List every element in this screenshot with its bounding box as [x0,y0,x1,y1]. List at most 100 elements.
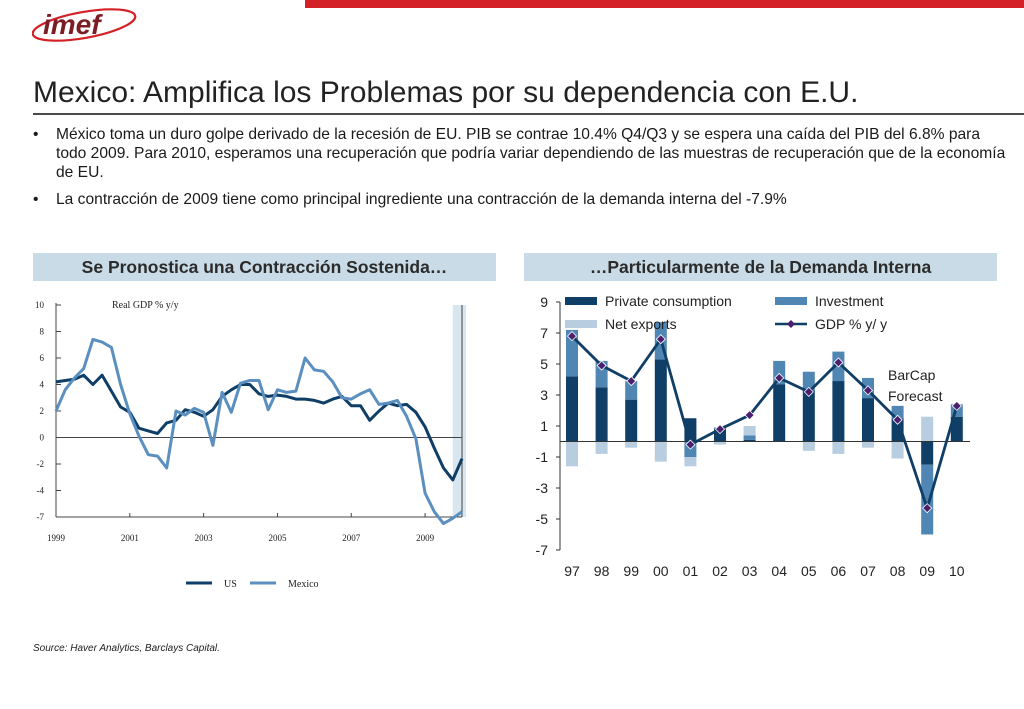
x-tick-label: 09 [919,563,935,579]
gdp-marker [714,424,726,435]
bar-segment [802,441,815,451]
x-tick-label: 07 [860,563,876,579]
x-tick-label: 00 [653,563,669,579]
bar-segment [832,441,845,454]
bar-segment [595,387,608,442]
gdp-marker [626,375,637,387]
bar-segment [566,376,578,442]
bar-segment [625,399,638,442]
imef-logo: imef [32,8,137,42]
y-tick-label: -2 [37,459,45,469]
bar-segment [743,439,756,442]
slide-title: Mexico: Amplifica los Problemas por su d… [33,76,859,109]
bullet-list: México toma un duro golpe derivado de la… [33,125,1008,217]
source-note: Source: Haver Analytics, Barclays Capita… [33,643,220,654]
bar-segment [802,371,815,391]
y-tick-label: 10 [35,300,45,310]
gdp-marker [774,372,785,384]
legend-label: Investment [815,293,884,309]
legend-label: Mexico [288,579,319,590]
gdp-marker [566,331,578,342]
left-panel-header: Se Pronostica una Contracción Sostenida… [33,253,496,281]
y-tick-label: -4 [37,486,45,496]
legend-label: US [224,579,237,590]
bar-segment [832,381,845,442]
y-tick-label: -7 [37,512,45,522]
y-tick-label: -1 [536,449,549,465]
gdp-marker [685,439,696,450]
gdp-line [571,335,959,510]
bar-segment [862,398,874,442]
bar-segment [773,384,786,442]
x-tick-label: 02 [712,563,728,579]
bar-segment [921,441,934,465]
series-line-mexico [54,337,463,526]
x-tick-label: 1999 [47,533,66,543]
logo-swoosh [32,8,137,42]
bar-segment [684,457,697,467]
x-tick-label: 2009 [416,533,435,543]
gdp-marker [833,357,844,368]
forecast-shade [452,305,466,517]
x-tick-label: 03 [742,563,758,579]
gdp-marker [862,385,874,396]
y-tick-label: 7 [540,325,548,341]
legend-label: GDP % y/ y [815,316,887,332]
bar-segment [625,381,638,400]
gdp-marker [803,386,814,397]
bar-segment [714,441,726,445]
right-panel-header: …Particularmente de la Demanda Interna [524,253,997,281]
bar-segment [566,441,578,467]
legend-swatch [775,297,807,305]
bar-segment [743,435,756,440]
gdp-marker [951,400,962,411]
bar-segment [862,441,874,448]
x-tick-label: 06 [831,563,847,579]
y-tick-label: 4 [40,380,45,390]
y-tick-label: 0 [40,433,45,443]
bar-segment [950,416,963,442]
x-tick-label: 98 [594,563,610,579]
bar-segment [743,426,756,436]
legend-label: Private consumption [605,293,732,309]
y-tick-label: 5 [540,356,548,372]
y-tick-label: 1 [540,418,548,434]
gdp-marker [655,334,666,345]
y-tick-label: 8 [40,327,45,337]
gdp-line-chart: 10 8 6 4 2 0 -2 -4 -7 1999 2001 2003 2005 2007 2009 Rea… [35,300,466,590]
x-tick-label: 2007 [342,533,361,543]
legend-label: Net exports [605,316,677,332]
y-tick-label: 3 [540,387,548,403]
x-tick-label: 10 [949,563,965,579]
series-line-us [55,373,464,482]
x-tick-label: 05 [801,563,817,579]
bar-segment [802,390,815,442]
x-tick-label: 2001 [121,533,139,543]
legend-swatch [565,320,597,328]
legend-swatch [565,297,597,305]
logo-text: imef [43,9,103,40]
x-tick-label: 08 [890,563,906,579]
bar-segment [654,359,667,442]
legend-marker [787,320,795,328]
gdp-marker [744,410,755,421]
x-tick-label: 04 [771,563,787,579]
y-tick-label: -3 [536,480,549,496]
chart-title: Real GDP % y/y [112,300,179,311]
forecast-annotation: Forecast [888,388,943,404]
bullet-item: México toma un duro golpe derivado de la… [33,125,1008,182]
bar-segment [921,416,934,442]
bar-segment [595,441,608,454]
y-tick-label: -7 [536,542,549,558]
y-tick-label: 2 [40,406,45,416]
bar-segment [891,441,904,459]
y-tick-label: 9 [540,294,548,310]
y-tick-label: -5 [536,511,549,527]
bar-segment [891,418,904,442]
x-tick-label: 01 [683,563,699,579]
top-accent-bar [305,0,1024,8]
x-tick-label: 2003 [195,533,214,543]
bar-segment [625,441,638,448]
bullet-item: La contracción de 2009 tiene como princi… [33,190,1008,209]
